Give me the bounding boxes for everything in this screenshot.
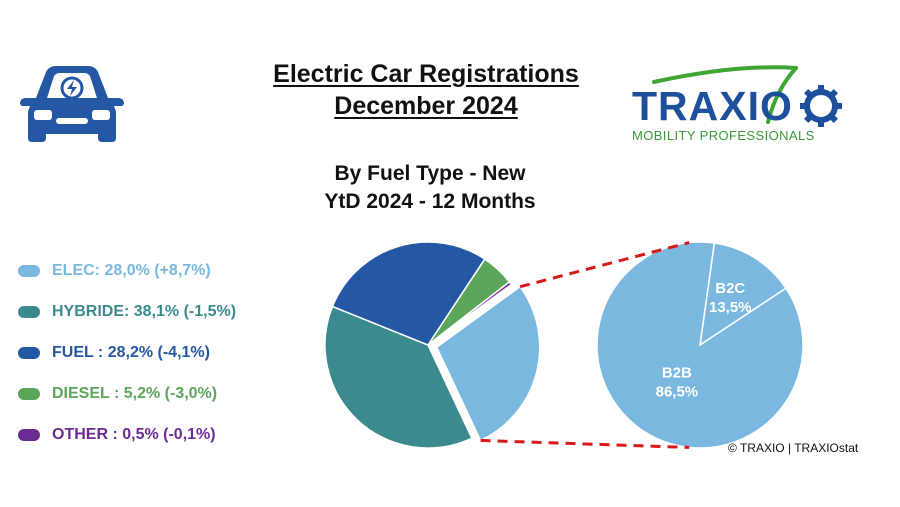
connector-line-top <box>519 241 690 289</box>
subtitle-line-2: YtD 2024 - 12 Months <box>324 190 536 213</box>
chart-subtitle: By Fuel Type - New YtD 2024 - 12 Months <box>230 160 630 216</box>
pie-slice-other <box>427 280 513 346</box>
legend-swatch <box>18 305 40 318</box>
breakdown-slice-b2b <box>596 241 804 449</box>
legend-item-fuel: FUEL : 28,2% (-4,1%) <box>18 332 298 373</box>
logo-tagline: MOBILITY PROFESSIONALS <box>632 128 815 143</box>
subtitle-line-1: By Fuel Type - New <box>334 162 526 185</box>
page-title: Electric Car Registrations December 2024 <box>200 58 652 122</box>
breakdown-label: B2C <box>715 280 745 297</box>
legend-label: DIESEL : 5,2% (-3,0%) <box>52 384 218 402</box>
logo-swoosh-icon <box>652 65 842 127</box>
legend-label: OTHER : 0,5% (-0,1%) <box>52 425 216 443</box>
legend-item-elec: ELEC: 28,0% (+8,7%) <box>18 250 298 291</box>
breakdown-slice-b2c <box>699 242 788 347</box>
legend-item-hybride: HYBRIDE: 38,1% (-1,5%) <box>18 291 298 332</box>
connector-line-bottom <box>480 438 690 449</box>
title-line-2: December 2024 <box>334 92 518 120</box>
legend: ELEC: 28,0% (+8,7%) HYBRIDE: 38,1% (-1,5… <box>18 250 298 455</box>
legend-swatch <box>18 346 40 359</box>
pie-slice-elec <box>435 285 541 442</box>
legend-item-diesel: DIESEL : 5,2% (-3,0%) <box>18 373 298 414</box>
gear-icon <box>800 85 842 127</box>
logo-wordmark: TRAXIO <box>632 83 793 129</box>
legend-swatch <box>18 428 40 441</box>
legend-swatch <box>18 387 40 400</box>
traxio-logo: TRAXIO MOBILITY PROFESSIONALS <box>626 62 844 148</box>
pie-slice-hybride <box>324 305 473 449</box>
electric-car-icon <box>20 66 124 142</box>
breakdown-value-label: 86,5% <box>656 384 699 401</box>
breakdown-label: B2B <box>662 365 692 382</box>
legend-label: HYBRIDE: 38,1% (-1,5%) <box>52 302 237 320</box>
breakdown-value-label: 13,5% <box>709 299 752 316</box>
legend-item-other: OTHER : 0,5% (-0,1%) <box>18 414 298 455</box>
legend-label: FUEL : 28,2% (-4,1%) <box>52 343 210 361</box>
legend-swatch <box>18 264 40 277</box>
copyright: © TRAXIO | TRAXIOstat <box>728 441 859 455</box>
title-line-1: Electric Car Registrations <box>273 60 579 88</box>
legend-label: ELEC: 28,0% (+8,7%) <box>52 261 211 279</box>
pie-slice-fuel <box>331 241 486 346</box>
